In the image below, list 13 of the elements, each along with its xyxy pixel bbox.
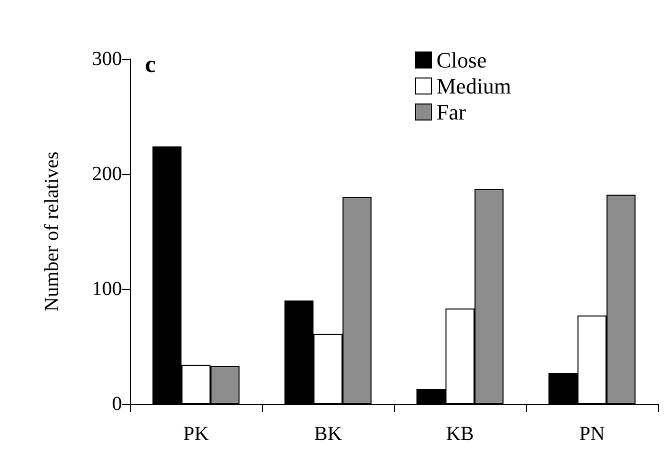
y-tick-label: 0 [112,393,122,415]
y-tick-label: 100 [92,278,122,300]
legend-label: Far [436,100,466,124]
legend-label: Close [436,48,487,72]
y-tick-label: 300 [92,48,122,70]
x-tick-label: PK [183,423,210,445]
x-tick-label: PN [579,423,605,445]
annotation: c [145,52,156,78]
x-tick-label: KB [446,423,474,445]
x-tick-label: BK [314,423,342,445]
legend-label: Medium [436,74,512,98]
y-axis-title: Number of relatives [41,151,63,312]
y-tick-label: 200 [92,163,122,185]
